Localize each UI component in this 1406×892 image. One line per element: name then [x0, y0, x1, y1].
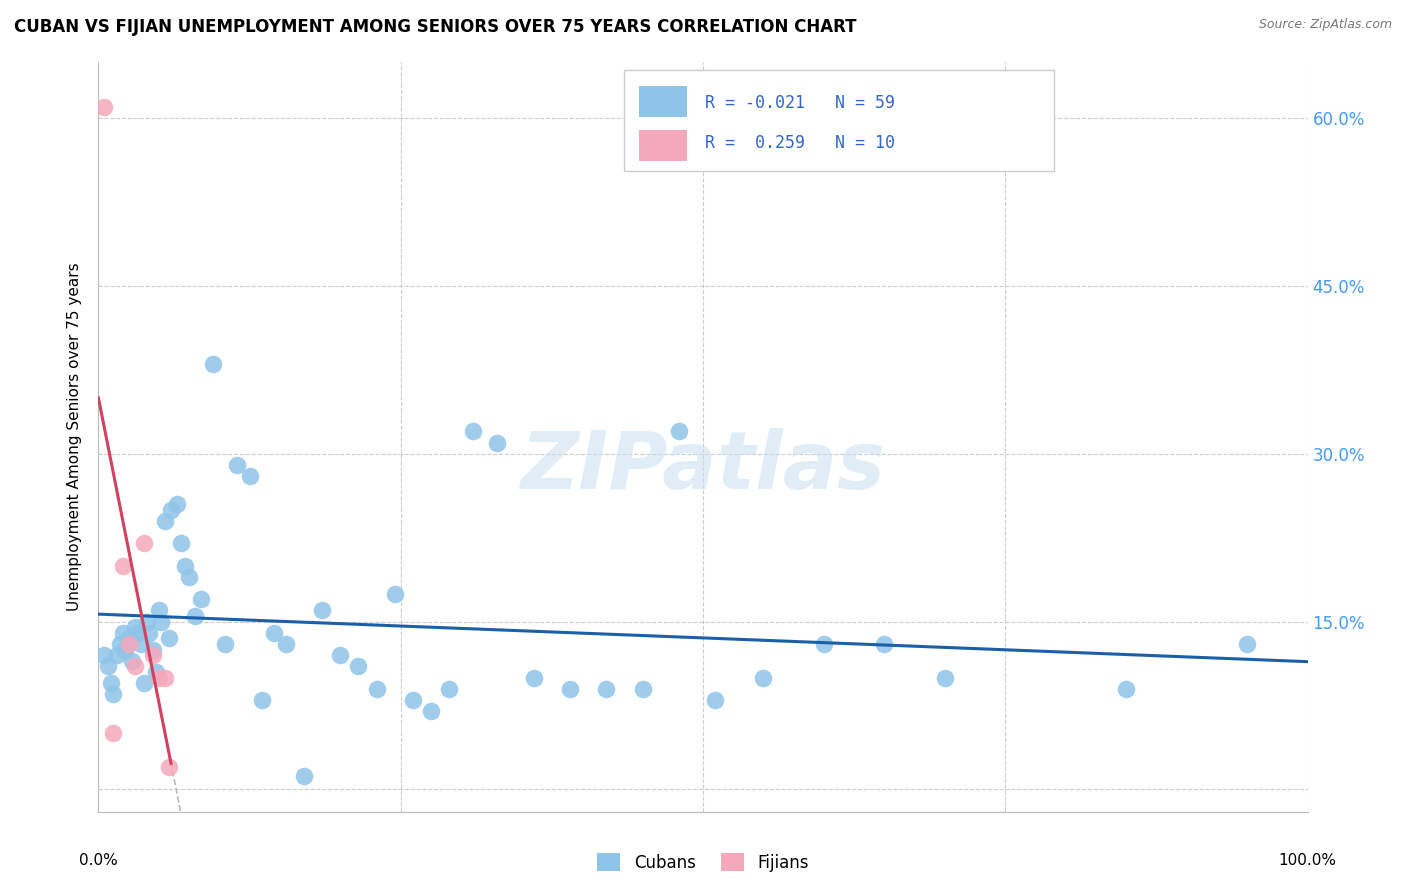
Y-axis label: Unemployment Among Seniors over 75 years: Unemployment Among Seniors over 75 years [67, 263, 83, 611]
Point [366, 681, 388, 696]
Legend: Cubans, Fijians: Cubans, Fijians [591, 847, 815, 879]
Point [752, 671, 775, 685]
Point [239, 469, 262, 483]
Point [124, 659, 146, 673]
Bar [638, 86, 688, 118]
Point [813, 637, 835, 651]
Point [150, 615, 173, 629]
Point [111, 558, 134, 573]
Point [153, 671, 176, 685]
Point [486, 435, 509, 450]
Point [1115, 681, 1137, 696]
Text: 100.0%: 100.0% [1278, 853, 1337, 868]
Point [169, 536, 191, 550]
Point [97, 659, 120, 673]
Point [523, 671, 546, 685]
Point [263, 625, 285, 640]
Text: 0.0%: 0.0% [79, 853, 118, 868]
Point [121, 654, 143, 668]
Point [1236, 637, 1258, 651]
Point [311, 603, 333, 617]
Point [437, 681, 460, 696]
Point [101, 687, 124, 701]
Point [100, 676, 122, 690]
Point [111, 625, 134, 640]
Point [166, 497, 188, 511]
Point [138, 625, 160, 640]
Point [145, 665, 167, 679]
Point [114, 642, 136, 657]
Point [148, 603, 170, 617]
Point [179, 570, 201, 584]
Point [142, 648, 165, 662]
Point [127, 625, 149, 640]
Point [101, 726, 124, 740]
Point [250, 693, 273, 707]
Point [148, 671, 170, 685]
Point [93, 648, 115, 662]
Text: R =  0.259   N = 10: R = 0.259 N = 10 [706, 134, 896, 152]
Point [174, 558, 197, 573]
Text: ZIPatlas: ZIPatlas [520, 428, 886, 506]
Point [631, 681, 654, 696]
Point [190, 592, 212, 607]
Point [595, 681, 617, 696]
Point [134, 676, 156, 690]
Point [214, 637, 236, 651]
Point [202, 358, 225, 372]
Point [934, 671, 956, 685]
Point [135, 615, 157, 629]
Point [402, 693, 425, 707]
Point [105, 648, 128, 662]
Point [118, 632, 141, 646]
Text: R = -0.021   N = 59: R = -0.021 N = 59 [706, 95, 896, 112]
Point [157, 760, 180, 774]
Point [124, 620, 146, 634]
Point [93, 100, 115, 114]
Point [668, 425, 690, 439]
Point [558, 681, 581, 696]
Point [384, 587, 406, 601]
Point [226, 458, 249, 472]
Text: CUBAN VS FIJIAN UNEMPLOYMENT AMONG SENIORS OVER 75 YEARS CORRELATION CHART: CUBAN VS FIJIAN UNEMPLOYMENT AMONG SENIO… [14, 18, 856, 36]
Point [129, 637, 152, 651]
Point [157, 632, 180, 646]
Point [153, 514, 176, 528]
Point [160, 502, 183, 516]
Point [118, 637, 141, 651]
Point [347, 659, 370, 673]
Bar [638, 129, 688, 161]
Point [463, 425, 485, 439]
Point [108, 637, 131, 651]
FancyBboxPatch shape [624, 70, 1053, 171]
Point [274, 637, 297, 651]
Point [184, 609, 207, 624]
Text: Source: ZipAtlas.com: Source: ZipAtlas.com [1258, 18, 1392, 31]
Point [704, 693, 727, 707]
Point [873, 637, 896, 651]
Point [329, 648, 352, 662]
Point [292, 769, 315, 783]
Point [420, 704, 443, 718]
Point [134, 536, 156, 550]
Point [142, 642, 165, 657]
